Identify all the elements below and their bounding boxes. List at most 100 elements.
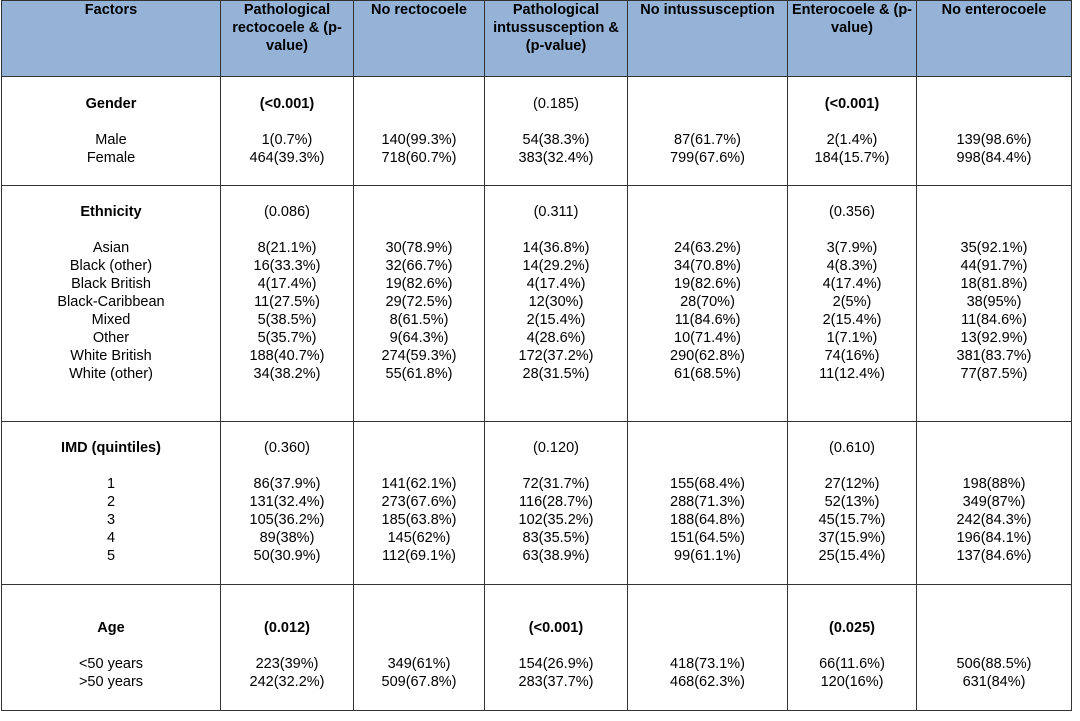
p-value: (0.086) [264, 204, 310, 220]
row-label: 5 [106, 548, 116, 564]
cell-value: 87(61.7%) [674, 132, 741, 148]
row-label: Asian [92, 240, 130, 256]
cell-value: 19(82.6%) [385, 276, 453, 292]
p-value: (0.012) [264, 620, 310, 636]
cell-value: 139(98.6%) [956, 132, 1032, 148]
cell-value: 799(67.6%) [670, 150, 745, 166]
value-cell: (0.120) 72(31.7%) 116(28.7%) 102(35.2%) 83(3… [484, 421, 628, 585]
cell-value: 63(38.9%) [522, 548, 590, 564]
cell-value: 120(16%) [820, 674, 884, 690]
cell-value: 35(92.1%) [960, 240, 1028, 256]
value-cell: 24(63.2%) 34(70.8%) 19(82.6%) 28(70%) 11(84.… [627, 185, 788, 422]
cell-value: 72(31.7%) [522, 476, 590, 492]
cell-value: 10(71.4%) [674, 330, 741, 346]
cell-value: 77(87.5%) [960, 366, 1028, 382]
cell-value: 5(38.5%) [257, 312, 317, 328]
section-label-cell: Ethnicity Asian Black (other) Black British… [1, 185, 221, 422]
cell-value: 50(30.9%) [253, 548, 321, 564]
p-value: (0.185) [533, 96, 579, 112]
value-cell: (<0.001) 154(26.9%) 283(37.7%) [484, 584, 628, 711]
cell-value: 12(30%) [528, 294, 584, 310]
cell-value: 349(87%) [962, 494, 1026, 510]
cell-value: 19(82.6%) [674, 276, 741, 292]
value-cell: 139(98.6%) 998(84.4%) [916, 76, 1072, 186]
value-cell: 30(78.9%) 32(66.7%) 19(82.6%) 29(72.5%) 8(61… [353, 185, 485, 422]
cell-value: 52(13%) [824, 494, 880, 510]
cell-value: 2(15.4%) [822, 312, 882, 328]
header-no-intussusception: No intussusception [627, 0, 788, 77]
cell-value: 290(62.8%) [670, 348, 745, 364]
cell-value: 381(83.7%) [956, 348, 1032, 364]
cell-value: 37(15.9%) [818, 530, 886, 546]
value-cell: 35(92.1%) 44(91.7%) 18(81.8%) 38(95%) 11(84.… [916, 185, 1072, 422]
cell-value: 54(38.3%) [522, 132, 590, 148]
row-label: Black-Caribbean [57, 294, 165, 310]
cell-value: 718(60.7%) [381, 150, 457, 166]
cell-value: 34(70.8%) [674, 258, 741, 274]
section-row: Gender Male Female (<0.001) 1(0.7%) 464(39.3%… [1, 76, 1072, 186]
header-factors: Factors [1, 0, 221, 77]
cell-value: 28(70%) [680, 294, 735, 310]
value-cell: (0.360) 86(37.9%) 131(32.4%) 105(36.2%) 89(3… [220, 421, 354, 585]
cell-value: 11(27.5%) [254, 294, 320, 310]
section-title: Ethnicity [80, 204, 142, 220]
section-title: Gender [85, 96, 137, 112]
value-cell: (<0.001) 2(1.4%) 184(15.7%) [787, 76, 917, 186]
cell-value: 151(64.5%) [670, 530, 745, 546]
row-label: 2 [106, 494, 116, 510]
row-label: Male [95, 132, 127, 148]
cell-value: 14(36.8%) [522, 240, 590, 256]
cell-value: 28(31.5%) [522, 366, 590, 382]
cell-value: 273(67.6%) [381, 494, 457, 510]
row-label: >50 years [78, 674, 144, 690]
row-label: White British [70, 348, 152, 364]
row-label: White (other) [69, 366, 153, 382]
cell-value: 631(84%) [962, 674, 1026, 690]
row-label: Mixed [91, 312, 131, 328]
cell-value: 44(91.7%) [960, 258, 1028, 274]
cell-value: 223(39%) [255, 656, 319, 672]
cell-value: 4(17.4%) [257, 276, 317, 292]
cell-value: 349(61%) [387, 656, 451, 672]
row-label: 4 [106, 530, 116, 546]
value-cell: 155(68.4%) 288(71.3%) 188(64.8%) 151(64.5%)… [627, 421, 788, 585]
cell-value: 86(37.9%) [253, 476, 321, 492]
cell-value: 2(1.4%) [826, 132, 878, 148]
cell-value: 16(33.3%) [253, 258, 321, 274]
cell-value: 198(88%) [962, 476, 1026, 492]
cell-value: 155(68.4%) [670, 476, 745, 492]
cell-value: 29(72.5%) [385, 294, 453, 310]
row-label: <50 years [78, 656, 144, 672]
cell-value: 2(15.4%) [526, 312, 586, 328]
section-label-cell: IMD (quintiles) 1 2 3 4 5 [1, 421, 221, 585]
p-value: (0.120) [533, 440, 579, 456]
cell-value: 11(84.6%) [961, 312, 1027, 328]
cell-value: 468(62.3%) [670, 674, 745, 690]
p-value: (0.025) [829, 620, 875, 636]
row-label: Black British [71, 276, 151, 292]
cell-value: 55(61.8%) [385, 366, 453, 382]
cell-value: 188(40.7%) [249, 348, 325, 364]
header-no-rectocoele: No rectocoele [353, 0, 485, 77]
cell-value: 172(37.2%) [518, 348, 594, 364]
cell-value: 34(38.2%) [253, 366, 321, 382]
value-cell: 87(61.7%) 799(67.6%) [627, 76, 788, 186]
value-cell: 141(62.1%) 273(67.6%) 185(63.8%) 145(62%) 11… [353, 421, 485, 585]
value-cell: 349(61%) 509(67.8%) [353, 584, 485, 711]
p-value: (<0.001) [824, 96, 880, 112]
cell-value: 89(38%) [259, 530, 315, 546]
cell-value: 99(61.1%) [674, 548, 741, 564]
cell-value: 116(28.7%) [519, 494, 593, 510]
cell-value: 141(62.1%) [381, 476, 457, 492]
cell-value: 185(63.8%) [381, 512, 457, 528]
cell-value: 4(28.6%) [526, 330, 586, 346]
value-cell: (0.025) 66(11.6%) 120(16%) [787, 584, 917, 711]
value-cell: (<0.001) 1(0.7%) 464(39.3%) [220, 76, 354, 186]
cell-value: 242(84.3%) [956, 512, 1032, 528]
section-label-cell: Age <50 years >50 years [1, 584, 221, 711]
cell-value: 30(78.9%) [385, 240, 453, 256]
cell-value: 3(7.9%) [826, 240, 878, 256]
value-cell: (0.185) 54(38.3%) 383(32.4%) [484, 76, 628, 186]
cell-value: 38(95%) [966, 294, 1022, 310]
header-row: Factors Pathological rectocoele & (p-val… [1, 0, 1072, 77]
